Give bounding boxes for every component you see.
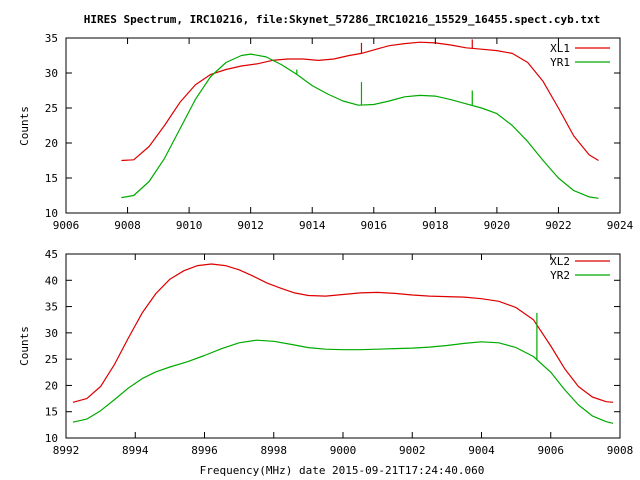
x-tick-label: 9024 (607, 219, 634, 232)
series-line-yr2 (72, 339, 614, 424)
bottom-chart-y-axis-label: Counts (18, 326, 31, 366)
x-tick-label: 8992 (53, 444, 80, 457)
bottom-chart-x-axis-label: Frequency(MHz) date 2015-09-21T17:24:40.… (200, 464, 485, 477)
y-tick-label: 10 (45, 207, 58, 220)
y-tick-label: 15 (45, 406, 58, 419)
x-tick-label: 9020 (484, 219, 511, 232)
y-tick-label: 15 (45, 172, 58, 185)
y-tick-label: 40 (45, 274, 58, 287)
legend-label-yr1: YR1 (550, 56, 570, 69)
y-tick-label: 25 (45, 353, 58, 366)
y-tick-label: 35 (45, 301, 58, 314)
x-tick-label: 9000 (330, 444, 357, 457)
y-tick-label: 35 (45, 32, 58, 45)
x-tick-label: 9012 (237, 219, 264, 232)
x-tick-label: 8996 (191, 444, 218, 457)
x-tick-label: 9002 (399, 444, 426, 457)
top-chart-y-axis-label: Counts (18, 106, 31, 146)
bottom-chart-legend: XL2 YR2 (550, 255, 610, 282)
x-tick-label: 9008 (607, 444, 634, 457)
y-tick-label: 10 (45, 432, 58, 445)
x-tick-label: 9010 (176, 219, 203, 232)
x-tick-label: 9004 (468, 444, 495, 457)
y-tick-label: 30 (45, 67, 58, 80)
top-chart-legend: XL1 YR1 (550, 42, 610, 69)
x-tick-label: 9006 (538, 444, 565, 457)
series-line-xl2 (72, 263, 614, 403)
legend-label-yr2: YR2 (550, 269, 570, 282)
bottom-chart-series (72, 263, 614, 424)
x-tick-label: 9008 (114, 219, 141, 232)
legend-label-xl2: XL2 (550, 255, 570, 268)
x-tick-label: 9018 (422, 219, 449, 232)
series-line-yr1 (121, 53, 599, 199)
top-plot-frame (65, 37, 621, 214)
series-line-xl1 (121, 41, 599, 162)
y-tick-label: 45 (45, 248, 58, 261)
y-tick-label: 30 (45, 327, 58, 340)
x-tick-label: 9014 (299, 219, 326, 232)
y-tick-label: 20 (45, 379, 58, 392)
top-chart-axes: 9006 9008 9010 9012 9014 9016 9018 9020 9022 9024… (45, 32, 634, 232)
legend-label-xl1: XL1 (550, 42, 570, 55)
x-tick-label: 9006 (53, 219, 80, 232)
y-tick-label: 20 (45, 137, 58, 150)
figure-title: HIRES Spectrum, IRC10216, file:Skynet_57… (84, 13, 601, 26)
x-tick-label: 9016 (361, 219, 388, 232)
bottom-chart-axes: 8992 8994 8996 8998 9000 9002 9004 9006 9008 10 15… (45, 248, 634, 457)
top-chart: 9006 9008 9010 9012 9014 9016 9018 9020 9022 9024… (18, 32, 634, 232)
x-tick-label: 9022 (545, 219, 572, 232)
x-tick-label: 8994 (122, 444, 149, 457)
bottom-chart: 8992 8994 8996 8998 9000 9002 9004 9006 9008 10 15… (18, 248, 633, 477)
y-tick-label: 25 (45, 102, 58, 115)
top-chart-series (121, 39, 599, 199)
x-tick-label: 8998 (261, 444, 288, 457)
